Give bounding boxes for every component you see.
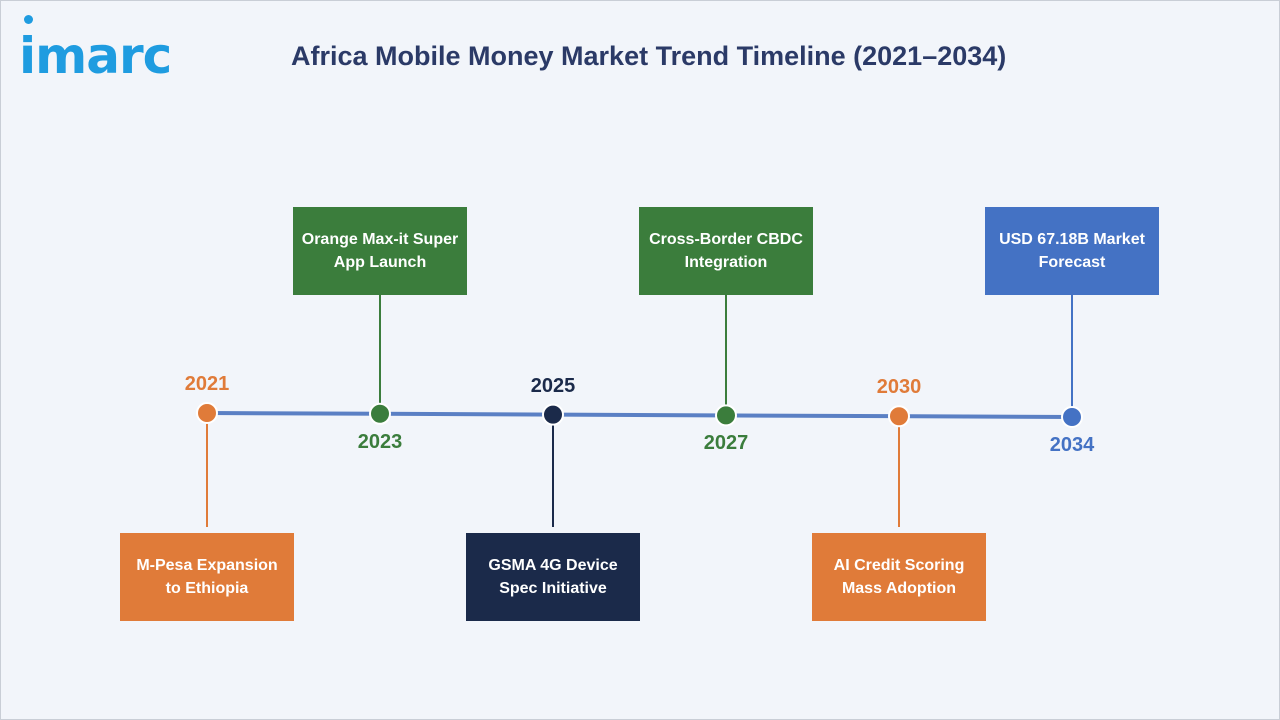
timeline-axis-line bbox=[206, 411, 1073, 419]
milestone-markers bbox=[196, 402, 1083, 428]
event-label: M-Pesa Expansion to Ethiopia bbox=[136, 557, 278, 597]
event-label: USD 67.18B Market Forecast bbox=[999, 231, 1145, 271]
event-box-2021: M-Pesa Expansion to Ethiopia bbox=[120, 533, 294, 621]
connector-lines bbox=[206, 295, 1073, 527]
event-box-2025: GSMA 4G Device Spec Initiative bbox=[466, 533, 640, 621]
milestone-marker-2027 bbox=[715, 404, 737, 427]
event-box-2027: Cross-Border CBDC Integration bbox=[639, 207, 813, 295]
year-label-2027: 2027 bbox=[703, 432, 749, 455]
event-label: Cross-Border CBDC Integration bbox=[649, 231, 803, 271]
event-box-2034: USD 67.18B Market Forecast bbox=[985, 207, 1159, 295]
page-title: Africa Mobile Money Market Trend Timelin… bbox=[291, 41, 1007, 71]
milestone-marker-2023 bbox=[369, 402, 391, 425]
year-label-2023: 2023 bbox=[357, 430, 403, 453]
year-label-2021: 2021 bbox=[184, 373, 230, 395]
event-label: Orange Max-it Super App Launch bbox=[301, 231, 459, 271]
year-label-2025: 2025 bbox=[530, 374, 576, 397]
year-label-2034: 2034 bbox=[1049, 434, 1095, 456]
logo-dot bbox=[24, 15, 33, 24]
milestone-marker-2034 bbox=[1061, 406, 1083, 428]
milestone-marker-2025 bbox=[542, 403, 564, 426]
event-label: GSMA 4G Device Spec Initiative bbox=[488, 557, 618, 597]
imarc-logo: imarc bbox=[19, 27, 172, 85]
event-label: AI Credit Scoring Mass Adoption bbox=[833, 557, 965, 597]
year-label-2030: 2030 bbox=[876, 376, 922, 399]
event-box-2023: Orange Max-it Super App Launch bbox=[293, 207, 467, 295]
milestone-marker-2030 bbox=[888, 405, 910, 428]
milestone-marker-2021 bbox=[196, 402, 218, 424]
event-box-2030: AI Credit Scoring Mass Adoption bbox=[812, 533, 986, 621]
